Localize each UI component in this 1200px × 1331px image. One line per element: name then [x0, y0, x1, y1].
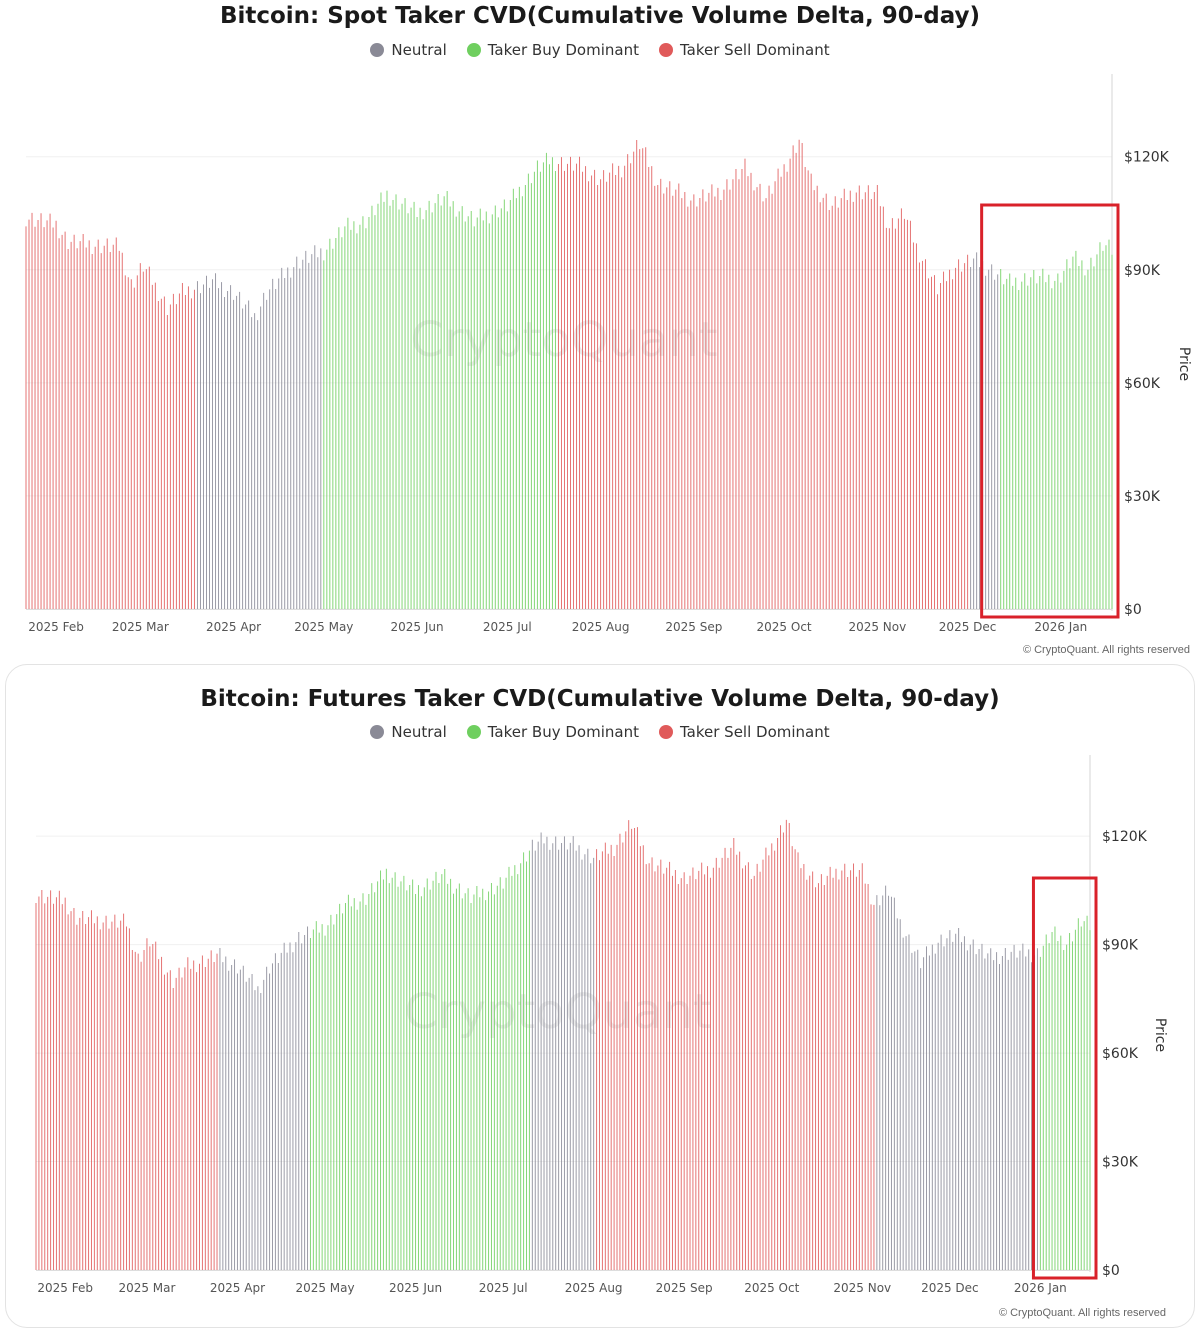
y-tick-label: $90K	[1124, 263, 1161, 279]
buy-dot-icon	[466, 43, 481, 57]
spot-legend-sell[interactable]: Taker Sell Dominant	[658, 41, 830, 59]
futures-legend-buy[interactable]: Taker Buy Dominant	[466, 723, 639, 741]
x-tick-label: 2025 Aug	[565, 1281, 623, 1295]
x-tick-label: 2025 Apr	[206, 620, 261, 634]
highlight-box	[1031, 876, 1098, 1280]
y-tick-label: $120K	[1102, 829, 1148, 845]
x-tick-label: 2025 May	[295, 1281, 354, 1295]
x-tick-label: 2025 Feb	[37, 1281, 93, 1295]
x-tick-label: 2025 Jul	[483, 620, 532, 634]
legend-label: Taker Sell Dominant	[679, 723, 830, 741]
bars-group	[25, 139, 1113, 609]
legend-label: Taker Buy Dominant	[487, 41, 639, 59]
y-axis-title: Price	[1176, 347, 1192, 381]
legend-label: Taker Buy Dominant	[487, 723, 639, 741]
buy-dot-icon	[466, 725, 481, 739]
y-tick-label: $0	[1124, 602, 1142, 618]
x-tick-label: 2025 Sep	[665, 620, 722, 634]
y-tick-label: $60K	[1124, 376, 1161, 392]
x-tick-label: 2025 Mar	[112, 620, 169, 634]
x-tick-label: 2025 Jun	[391, 620, 444, 634]
legend-label: Neutral	[391, 723, 447, 741]
x-tick-label: 2025 Aug	[572, 620, 630, 634]
futures-chart-title: Bitcoin: Futures Taker CVD(Cumulative Vo…	[200, 686, 1000, 712]
futures-legend-sell[interactable]: Taker Sell Dominant	[658, 723, 830, 741]
x-tick-label: 2025 Nov	[848, 620, 906, 634]
spot-chart-title: Bitcoin: Spot Taker CVD(Cumulative Volum…	[219, 3, 981, 29]
futures-legend-neutral[interactable]: Neutral	[370, 723, 447, 741]
y-tick-label: $60K	[1102, 1046, 1139, 1062]
y-tick-label: $30K	[1102, 1155, 1139, 1171]
futures-card	[5, 664, 1195, 1328]
x-tick-label: 2025 May	[294, 620, 353, 634]
x-tick-label: 2025 Jun	[389, 1281, 442, 1295]
x-tick-label: 2026 Jan	[1014, 1281, 1067, 1295]
futures-copyright: © CryptoQuant. All rights reserved	[998, 1307, 1166, 1319]
legend-label: Taker Sell Dominant	[679, 41, 830, 59]
spot-legend-neutral[interactable]: Neutral	[370, 41, 447, 59]
y-tick-label: $120K	[1124, 150, 1170, 166]
spot-chart-svg: $0$30K$60K$90K$120KPriceCryptoQuant2025 …	[25, 74, 1192, 634]
x-tick-label: 2025 Mar	[118, 1281, 175, 1295]
x-tick-label: 2026 Jan	[1034, 620, 1087, 634]
x-tick-label: 2025 Dec	[921, 1281, 979, 1295]
x-tick-label: 2025 Nov	[833, 1281, 891, 1295]
bars-group	[35, 819, 1091, 1270]
legend-label: Neutral	[391, 41, 447, 59]
x-tick-label: 2025 Feb	[28, 620, 84, 634]
neutral-dot-icon	[370, 725, 385, 739]
futures-legend: Neutral Taker Buy Dominant Taker Sell Do…	[0, 723, 1200, 741]
spot-copyright: © CryptoQuant. All rights reserved	[1022, 644, 1190, 656]
neutral-dot-icon	[370, 43, 385, 57]
x-tick-label: 2025 Sep	[656, 1281, 713, 1295]
x-tick-label: 2025 Apr	[210, 1281, 265, 1295]
y-tick-label: $30K	[1124, 489, 1161, 505]
x-tick-label: 2025 Dec	[939, 620, 997, 634]
sell-dot-icon	[658, 725, 673, 739]
spot-cvd-panel: Bitcoin: Spot Taker CVD(Cumulative Volum…	[0, 0, 1200, 662]
spot-legend-buy[interactable]: Taker Buy Dominant	[466, 41, 639, 59]
highlight-box	[980, 203, 1120, 619]
spot-legend: Neutral Taker Buy Dominant Taker Sell Do…	[0, 41, 1200, 59]
sell-dot-icon	[658, 43, 673, 57]
x-tick-label: 2025 Oct	[757, 620, 812, 634]
y-tick-label: $0	[1102, 1263, 1120, 1279]
y-axis-title: Price	[1152, 1018, 1168, 1052]
y-tick-label: $90K	[1102, 938, 1139, 954]
futures-cvd-panel: Bitcoin: Futures Taker CVD(Cumulative Vo…	[0, 664, 1200, 1331]
futures-chart-svg: $0$30K$60K$90K$120KPriceCryptoQuant2025 …	[35, 755, 1168, 1295]
x-tick-label: 2025 Jul	[479, 1281, 528, 1295]
x-tick-label: 2025 Oct	[744, 1281, 799, 1295]
